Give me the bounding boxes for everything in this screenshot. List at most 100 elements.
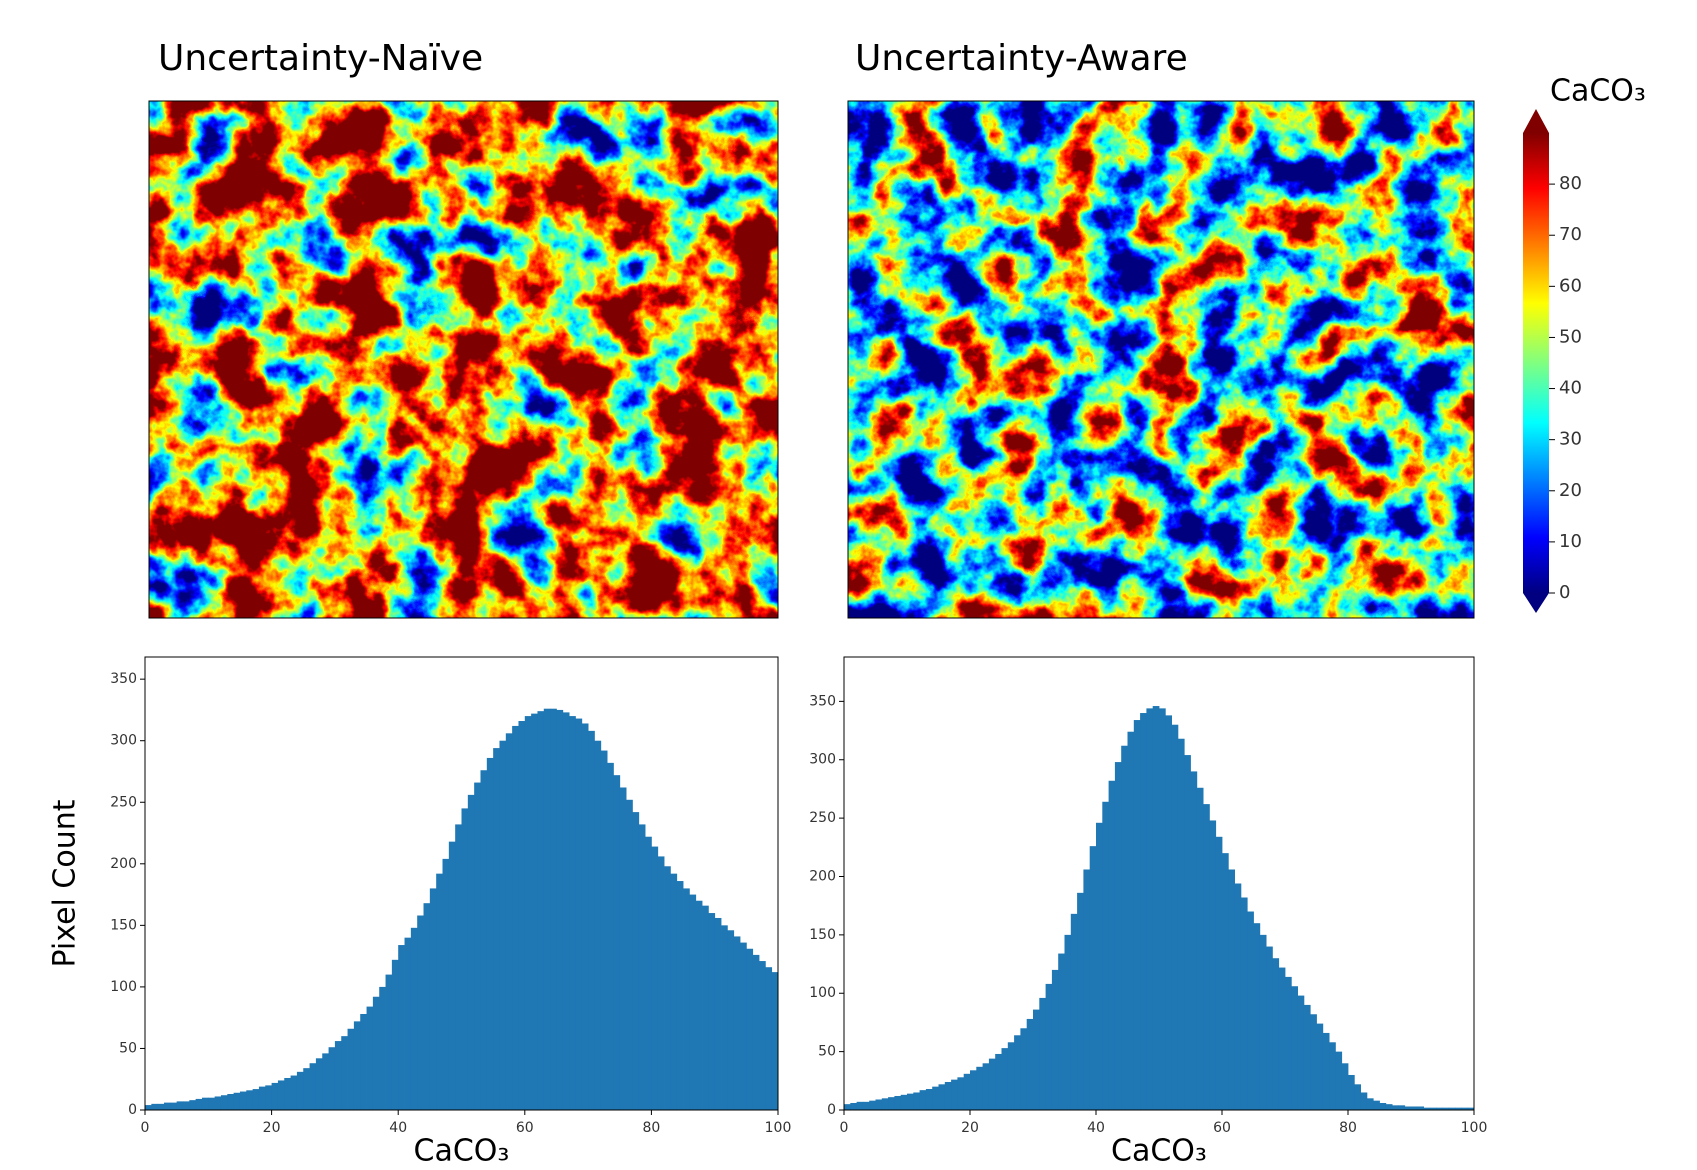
bar (455, 824, 462, 1110)
bar (613, 775, 621, 1110)
y-tick-label: 250 (809, 810, 836, 826)
colorbar-tick-label: 70 (1559, 224, 1582, 245)
bar (932, 1086, 939, 1110)
bar (575, 718, 583, 1110)
heatmap-image (149, 101, 778, 618)
bar (417, 915, 424, 1110)
bar (638, 824, 646, 1110)
bar (157, 1103, 165, 1110)
bar (1272, 958, 1280, 1110)
bar (360, 1013, 367, 1110)
bar (1354, 1084, 1361, 1110)
bar (277, 1080, 285, 1110)
x-tick-label: 20 (263, 1120, 281, 1136)
bar (875, 1099, 883, 1110)
bar (480, 770, 488, 1110)
bar (341, 1036, 348, 1110)
bar (1385, 1104, 1393, 1110)
bar (474, 782, 481, 1110)
bar (1146, 708, 1154, 1110)
bar (702, 905, 709, 1110)
bar (881, 1098, 889, 1110)
bar (505, 733, 513, 1110)
bar (1215, 836, 1223, 1110)
y-tick-label: 250 (110, 794, 137, 810)
bar (467, 794, 475, 1110)
bar (1278, 967, 1286, 1110)
y-tick-label: 0 (128, 1102, 137, 1118)
bar (632, 812, 640, 1110)
bar (664, 866, 671, 1110)
y-tick-label: 300 (809, 752, 836, 768)
bar (391, 959, 399, 1110)
y-tick-label: 200 (110, 856, 137, 872)
bar (1329, 1042, 1336, 1110)
heatmap-frame (847, 100, 1475, 619)
bar (619, 787, 627, 1110)
x-tick-label: 80 (642, 1120, 660, 1136)
bar (607, 762, 614, 1110)
bar (1177, 738, 1185, 1110)
x-tick-label: 100 (1461, 1120, 1488, 1136)
bar (746, 948, 754, 1110)
bar (1159, 708, 1166, 1110)
bar (676, 881, 684, 1110)
x-tick-label: 80 (1339, 1120, 1357, 1136)
bar (988, 1058, 996, 1110)
y-tick-label: 150 (110, 917, 137, 933)
heatmap-image (848, 101, 1474, 618)
bar (1348, 1074, 1355, 1110)
colorbar-tick-label: 10 (1559, 531, 1582, 552)
bar (1259, 934, 1267, 1110)
y-tick-label: 0 (827, 1102, 836, 1118)
bar (1234, 883, 1242, 1110)
bar (740, 942, 747, 1110)
bar (531, 713, 538, 1110)
bar (581, 723, 589, 1110)
bar (176, 1101, 184, 1110)
bar (562, 712, 570, 1110)
bar (328, 1047, 336, 1110)
bar (486, 757, 494, 1110)
bar (201, 1097, 209, 1110)
bar (265, 1085, 272, 1110)
bar (1366, 1098, 1374, 1110)
bar (1411, 1106, 1418, 1110)
bar (1322, 1032, 1330, 1110)
y-tick-label: 350 (110, 671, 137, 687)
bar (1083, 869, 1091, 1110)
bar (1448, 1107, 1456, 1110)
bar (626, 799, 633, 1110)
bar (1102, 801, 1109, 1110)
bar (771, 972, 779, 1110)
bar (246, 1090, 254, 1110)
bar (919, 1090, 927, 1110)
colorbar (1523, 133, 1549, 593)
bar (1203, 804, 1210, 1110)
bar (1064, 934, 1072, 1110)
bar (182, 1101, 190, 1110)
y-tick-label: 200 (809, 868, 836, 884)
bar (271, 1082, 279, 1110)
bar (1266, 946, 1273, 1110)
bar (913, 1092, 920, 1110)
bar (315, 1058, 323, 1110)
bar (982, 1063, 990, 1110)
bar (550, 708, 557, 1110)
bar (695, 900, 703, 1110)
bar (957, 1077, 965, 1110)
bar (963, 1073, 971, 1110)
bar (727, 930, 735, 1110)
bar (594, 740, 602, 1110)
bar (1335, 1051, 1343, 1110)
bar (227, 1093, 235, 1110)
bar (252, 1089, 260, 1110)
bar (296, 1071, 304, 1110)
y-axis-label: Pixel Count (48, 799, 83, 967)
bar (1429, 1107, 1437, 1110)
colorbar-tick-label: 80 (1559, 173, 1582, 194)
colorbar-tick-label: 50 (1559, 326, 1582, 347)
bar (1127, 731, 1135, 1110)
bar (461, 808, 469, 1110)
